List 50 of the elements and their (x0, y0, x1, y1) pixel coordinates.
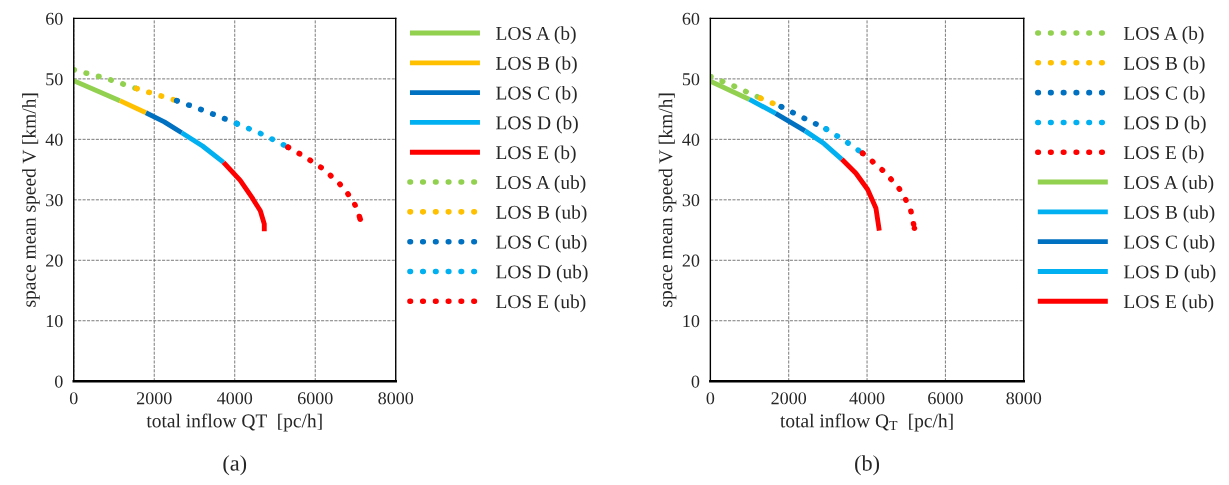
x-tick-label: 0 (69, 392, 78, 405)
legend-label: LOS B (b) (1123, 56, 1205, 74)
y-axis-title: space mean speed V [km/h] (658, 93, 677, 307)
legend-label: LOS E (b) (1123, 145, 1204, 164)
legend-label: LOS E (ub) (1123, 294, 1214, 313)
y-tick-label: 60 (46, 12, 63, 25)
x-axis-title: total inflow Q$_{T}$ [pc/h] (780, 413, 953, 432)
y-tick-label: 20 (46, 254, 63, 267)
legend-label: LOS A (ub) (496, 175, 586, 193)
legend-label: LOS B (ub) (496, 205, 587, 223)
y-tick-label: 40 (682, 133, 700, 146)
legend-label: LOS D (b) (1123, 115, 1206, 134)
legend-label: LOS E (ub) (496, 294, 586, 313)
y-tick-label: 10 (46, 315, 63, 328)
legend-label: LOS C (ub) (1123, 234, 1215, 253)
legend-label: LOS A (b) (1123, 26, 1204, 44)
legend-label: LOS C (b) (1123, 85, 1205, 104)
y-tick-label: 10 (683, 315, 700, 328)
y-tick-label: 40 (45, 133, 63, 146)
x-tick-label: 6000 (928, 392, 963, 405)
y-tick-label: 30 (46, 194, 63, 207)
y-axis-title: space mean speed V [km/h] (22, 93, 40, 307)
x-axis-title: total inflow QT [pc/h] (146, 413, 322, 432)
x-tick-label: 2000 (771, 392, 807, 405)
y-tick-label: 50 (46, 73, 63, 86)
x-tick-label: 2000 (136, 392, 172, 405)
legend-label: LOS D (ub) (496, 264, 588, 283)
x-tick-label: 4000 (217, 392, 253, 405)
legend-label: LOS E (b) (496, 145, 576, 164)
text: (b) (855, 455, 880, 476)
y-tick-label: 30 (682, 194, 700, 207)
legend-label: LOS A (ub) (1123, 175, 1214, 193)
x-tick-label: 8000 (1006, 392, 1042, 405)
legend-label: LOS D (ub) (1123, 264, 1216, 283)
x-tick-label: 6000 (297, 392, 333, 405)
x-tick-label: 4000 (849, 392, 885, 405)
legend-label: LOS C (b) (496, 85, 577, 104)
legend-label: LOS C (ub) (496, 234, 587, 253)
text: (a) (223, 455, 247, 476)
y-tick-label: 60 (682, 12, 700, 25)
x-tick-label: 8000 (378, 392, 414, 405)
legend-label: LOS B (b) (496, 56, 577, 74)
y-tick-label: 0 (54, 375, 63, 388)
legend-label: LOS D (b) (496, 115, 578, 134)
y-tick-label: 20 (682, 254, 700, 267)
legend-label: LOS A (b) (496, 26, 576, 44)
y-tick-label: 0 (691, 375, 700, 388)
y-tick-label: 50 (682, 73, 700, 86)
legend-label: LOS B (ub) (1123, 205, 1215, 223)
x-tick-label: 0 (706, 392, 715, 405)
